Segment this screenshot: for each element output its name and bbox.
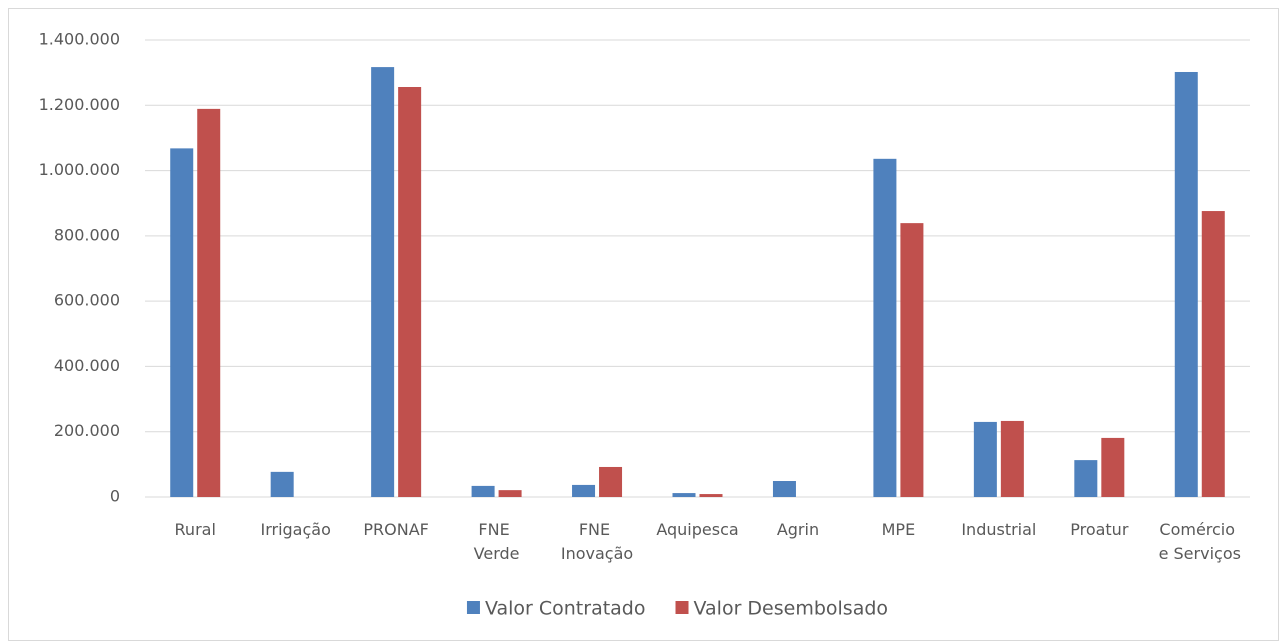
bar: [1074, 460, 1098, 497]
bar: [270, 471, 294, 497]
y-tick-label: 1.400.000: [39, 30, 120, 49]
legend-swatch: [466, 601, 480, 614]
bar: [1201, 211, 1225, 497]
y-tick-label: 800.000: [54, 225, 120, 244]
x-tick-label: Rural: [175, 520, 216, 539]
bar: [1101, 437, 1125, 497]
y-tick-label: 1.000.000: [39, 160, 120, 179]
y-tick-label: 1.200.000: [39, 95, 120, 114]
y-tick-label: 200.000: [54, 421, 120, 440]
x-tick-label: Irrigação: [260, 520, 330, 539]
bar: [672, 493, 696, 497]
bar: [371, 67, 395, 498]
bar: [599, 466, 623, 497]
x-tick-label: FNE Inovação: [561, 520, 633, 563]
legend-swatch: [675, 601, 689, 614]
x-tick-label: FNE Verde: [474, 520, 520, 563]
y-tick-label: 0: [110, 487, 120, 506]
x-tick-label: Agrin: [777, 520, 819, 539]
bar: [699, 494, 723, 497]
x-tick-label: PRONAF: [363, 520, 428, 539]
legend-label: Valor Desembolsado: [694, 598, 889, 620]
legend-label: Valor Contratado: [485, 598, 646, 620]
bar: [900, 223, 924, 497]
bar: [572, 484, 596, 497]
x-tick-label: Proatur: [1070, 520, 1129, 539]
y-tick-label: 400.000: [54, 356, 120, 375]
bar: [498, 490, 522, 497]
bar: [398, 87, 422, 498]
bar: [772, 481, 796, 497]
x-tick-label: Comércio e Serviços: [1159, 520, 1241, 563]
bar: [170, 148, 194, 498]
bar: [197, 108, 221, 497]
bar: [973, 421, 997, 497]
y-tick-label: 600.000: [54, 291, 120, 310]
bar: [1000, 420, 1024, 497]
bar: [873, 158, 897, 497]
bar: [471, 485, 495, 497]
bar: [1174, 71, 1198, 498]
x-tick-label: MPE: [882, 520, 916, 539]
x-tick-label: Industrial: [961, 520, 1036, 539]
x-tick-label: Aquipesca: [656, 520, 738, 539]
